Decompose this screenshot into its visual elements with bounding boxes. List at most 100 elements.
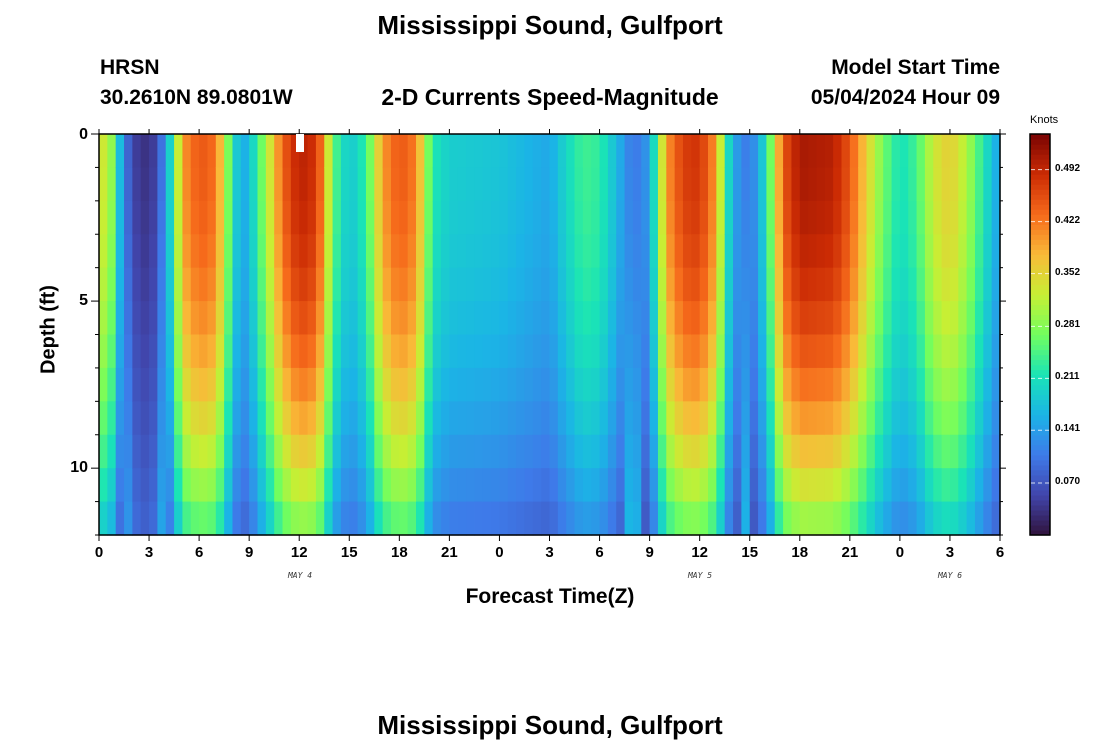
heatmap-cell xyxy=(441,200,450,235)
heatmap-cell xyxy=(507,468,517,503)
heatmap-cell xyxy=(691,167,701,202)
heatmap-cell xyxy=(816,167,826,202)
heatmap-cell xyxy=(549,434,559,469)
heatmap-cell xyxy=(541,234,551,269)
heatmap-cell xyxy=(808,334,818,369)
heatmap-cell xyxy=(816,367,826,402)
heatmap-cell xyxy=(257,301,267,336)
heatmap-cell xyxy=(357,267,367,302)
heatmap-cell xyxy=(149,267,158,302)
heatmap-cell xyxy=(215,367,225,402)
heatmap-cell xyxy=(716,334,726,369)
heatmap-cell xyxy=(149,434,158,469)
x-tick-label: 6 xyxy=(194,544,204,561)
colorbar-segment xyxy=(1030,314,1050,321)
heatmap-cell xyxy=(966,334,976,369)
heatmap-cell xyxy=(733,367,742,402)
heatmap-cell xyxy=(349,468,359,503)
heatmap-cell xyxy=(591,167,601,202)
heatmap-cell xyxy=(741,167,751,202)
heatmap-cell xyxy=(666,234,676,269)
heatmap-cell xyxy=(599,434,609,469)
heatmap-cell xyxy=(99,401,108,436)
colorbar-segment xyxy=(1030,349,1050,356)
heatmap-cell xyxy=(282,167,292,202)
heatmap-cell xyxy=(265,167,275,202)
heatmap-cell xyxy=(733,401,742,436)
heatmap-cell xyxy=(566,267,576,302)
heatmap-cell xyxy=(849,401,859,436)
heatmap-cell xyxy=(257,167,267,202)
heatmap-cell xyxy=(207,501,217,536)
heatmap-cell xyxy=(933,167,943,202)
heatmap-cell xyxy=(407,468,417,503)
heatmap-cell xyxy=(132,167,142,202)
heatmap-cell xyxy=(299,434,309,469)
heatmap-cell xyxy=(924,367,934,402)
heatmap-cell xyxy=(107,468,117,503)
heatmap-cell xyxy=(724,301,734,336)
heatmap-cell xyxy=(182,267,192,302)
heatmap-cell xyxy=(424,367,434,402)
heatmap-cell xyxy=(674,501,684,536)
heatmap-cell xyxy=(290,267,300,302)
heatmap-cell xyxy=(808,234,818,269)
heatmap-cell xyxy=(632,401,642,436)
heatmap-cell xyxy=(499,134,509,169)
heatmap-cell xyxy=(482,367,492,402)
heatmap-cell xyxy=(307,267,317,302)
heatmap-cell xyxy=(624,468,634,503)
heatmap-cell xyxy=(257,401,267,436)
heatmap-cell xyxy=(340,468,350,503)
x-tick-label: 3 xyxy=(144,544,154,561)
heatmap-cell xyxy=(466,468,476,503)
station-id: HRSN xyxy=(100,56,160,79)
heatmap-cell xyxy=(165,234,175,269)
heatmap-cell xyxy=(99,434,108,469)
heatmap-cell xyxy=(157,401,167,436)
heatmap-cell xyxy=(457,267,467,302)
heatmap-cell xyxy=(466,301,476,336)
heatmap-cell xyxy=(824,200,834,235)
heatmap-cell xyxy=(382,401,392,436)
heatmap-cell xyxy=(808,200,818,235)
heatmap-cell xyxy=(649,468,659,503)
heatmap-cell xyxy=(382,367,392,402)
heatmap-cell xyxy=(340,267,350,302)
heatmap-cell xyxy=(190,234,200,269)
heatmap-cell xyxy=(382,200,392,235)
heatmap-cell xyxy=(457,334,467,369)
heatmap-cell xyxy=(916,134,926,169)
heatmap-cell xyxy=(357,167,367,202)
heatmap-cell xyxy=(566,134,576,169)
heatmap-cell xyxy=(582,167,592,202)
heatmap-cell xyxy=(574,367,584,402)
heatmap-cell xyxy=(390,267,400,302)
heatmap-cell xyxy=(708,167,717,202)
heatmap-cell xyxy=(240,234,250,269)
heatmap-cell xyxy=(699,468,709,503)
colorbar-segment xyxy=(1030,414,1050,421)
heatmap-cell xyxy=(482,167,492,202)
heatmap-cell xyxy=(165,401,175,436)
heatmap-cell xyxy=(808,167,818,202)
heatmap-cell xyxy=(290,301,300,336)
heatmap-cell xyxy=(441,234,450,269)
heatmap-cell xyxy=(983,401,993,436)
heatmap-cell xyxy=(457,167,467,202)
heatmap-cell xyxy=(624,234,634,269)
heatmap-cell xyxy=(407,367,417,402)
heatmap-cell xyxy=(240,267,250,302)
heatmap-cell xyxy=(632,267,642,302)
heatmap-cell xyxy=(891,134,901,169)
heatmap-cell xyxy=(991,167,1001,202)
heatmap-cell xyxy=(199,401,209,436)
heatmap-cell xyxy=(883,367,893,402)
heatmap-cell xyxy=(482,301,492,336)
heatmap-cell xyxy=(174,401,184,436)
heatmap-cell xyxy=(290,200,300,235)
heatmap-cell xyxy=(107,334,117,369)
heatmap-cell xyxy=(749,167,759,202)
heatmap-cell xyxy=(224,200,234,235)
